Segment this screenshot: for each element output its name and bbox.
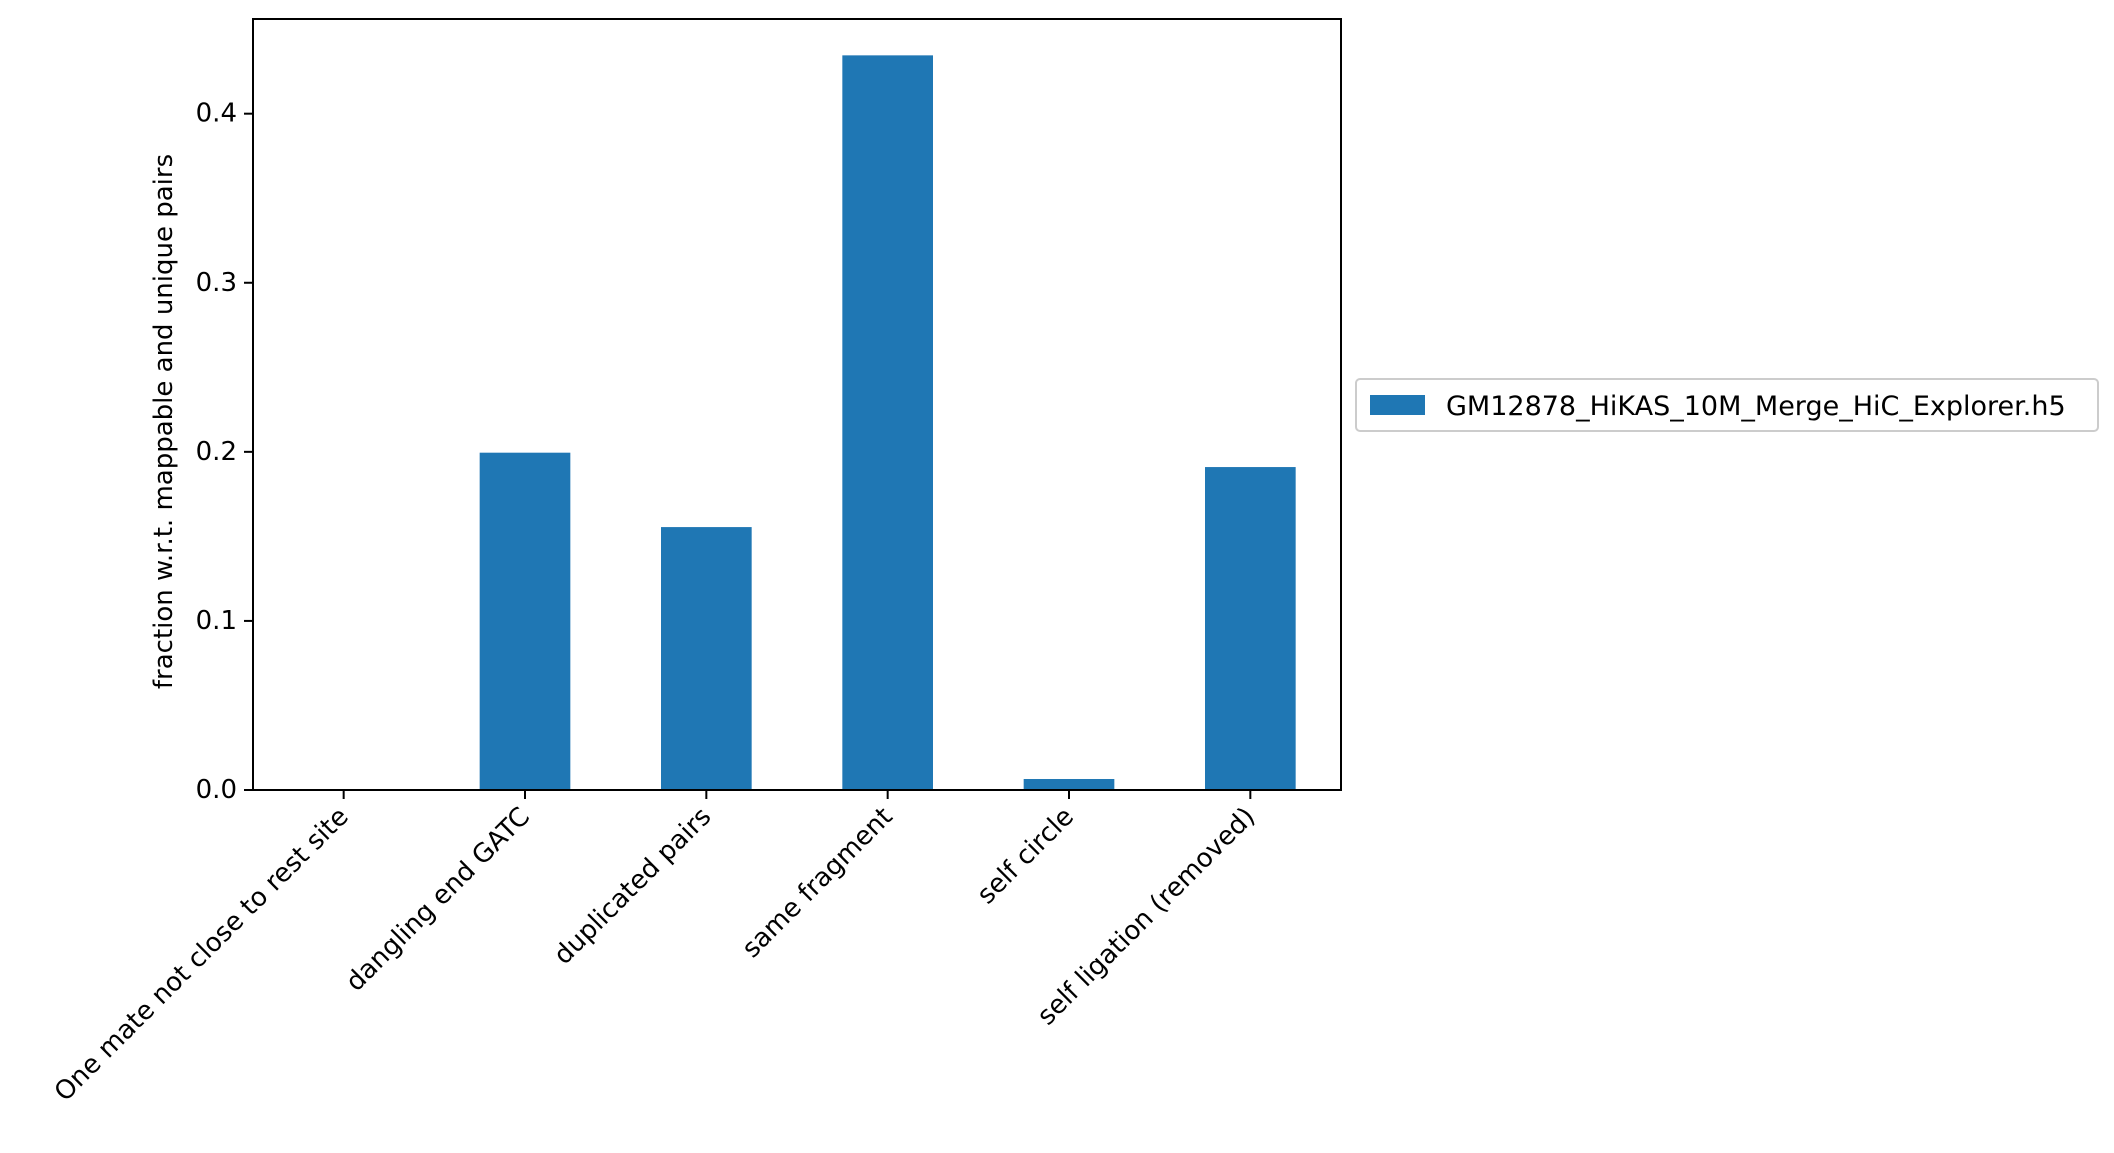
y-axis-ticks: 0.0 0.1 0.2 0.3 0.4 xyxy=(196,99,253,805)
y-tick-label: 0.4 xyxy=(196,99,237,129)
y-tick-label: 0.0 xyxy=(196,775,237,805)
legend-label: GM12878_HiKAS_10M_Merge_HiC_Explorer.h5 xyxy=(1446,391,2066,422)
bar-4 xyxy=(842,55,933,790)
y-tick-label: 0.2 xyxy=(196,437,237,467)
y-axis-title: fraction w.r.t. mappable and unique pair… xyxy=(149,154,179,689)
legend: GM12878_HiKAS_10M_Merge_HiC_Explorer.h5 xyxy=(1355,378,2099,432)
y-tick-label: 0.1 xyxy=(196,606,237,636)
bar-5 xyxy=(1023,779,1115,790)
bar-2 xyxy=(479,452,571,790)
y-tick-label: 0.3 xyxy=(196,268,237,298)
bar-3 xyxy=(661,527,752,790)
legend-swatch xyxy=(1370,395,1425,415)
bars-layer xyxy=(479,55,1296,790)
plot-area-frame xyxy=(252,18,1342,791)
legend-box xyxy=(1355,378,2099,432)
bar-6 xyxy=(1205,467,1296,790)
